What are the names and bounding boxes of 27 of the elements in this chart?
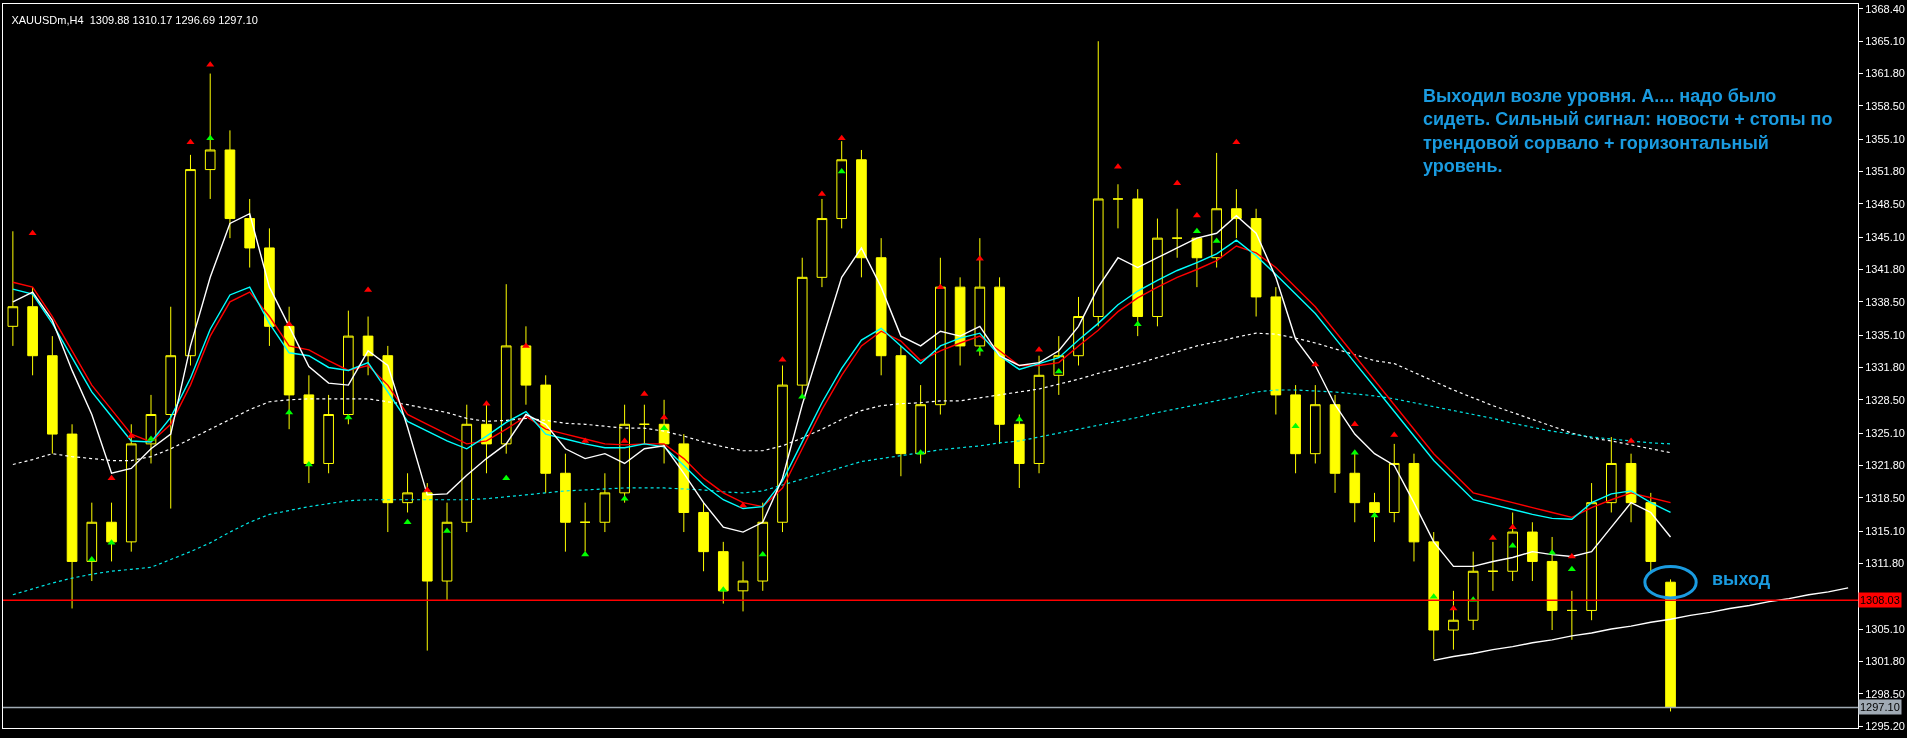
y-tick-label: 1368.40 <box>1865 2 1905 15</box>
annotation: Выходил возле уровня. А.... надо было сидеть. Сильный сигнал: новости + стопы по трендовой сорвало + горизонтальный уровень. <box>1423 86 1833 177</box>
y-tick-label: 1331.80 <box>1865 361 1905 374</box>
annotation: выход <box>1712 569 1771 589</box>
y-tick-label: 1338.50 <box>1865 295 1905 308</box>
y-tick-label: 1341.80 <box>1865 263 1905 276</box>
y-tick-label: 1318.50 <box>1865 491 1905 504</box>
y-tick-label: 1325.10 <box>1865 426 1905 439</box>
y-tick-label: 1361.80 <box>1865 67 1905 80</box>
text: XAUUSDm,H4 1309.88 1310.17 1296.69 1297.10 <box>11 13 258 26</box>
y-tick-label: 1328.50 <box>1865 393 1905 406</box>
y-tick-label: 1311.80 <box>1865 557 1905 570</box>
y-tick-label: 1365.10 <box>1865 35 1905 48</box>
y-tick-label: 1351.80 <box>1865 165 1905 178</box>
y-tick-label: 1335.10 <box>1865 328 1905 341</box>
y-tick-label: 1315.10 <box>1865 524 1905 537</box>
y-tick-label: 1301.80 <box>1865 655 1905 668</box>
y-tick-label: 1295.20 <box>1865 719 1905 732</box>
y-tick-label: 1321.80 <box>1865 459 1905 472</box>
ref-line-label: 1297.10 <box>1860 701 1900 713</box>
y-tick-label: 1348.50 <box>1865 197 1905 210</box>
y-tick-label: 1358.50 <box>1865 99 1905 112</box>
y-tick-label: 1345.10 <box>1865 231 1905 244</box>
y-tick-label: 1355.10 <box>1865 133 1905 146</box>
ref-line-label: 1308.03 <box>1860 594 1900 606</box>
y-tick-label: 1305.10 <box>1865 622 1905 635</box>
y-tick-label: 1298.50 <box>1865 687 1905 700</box>
